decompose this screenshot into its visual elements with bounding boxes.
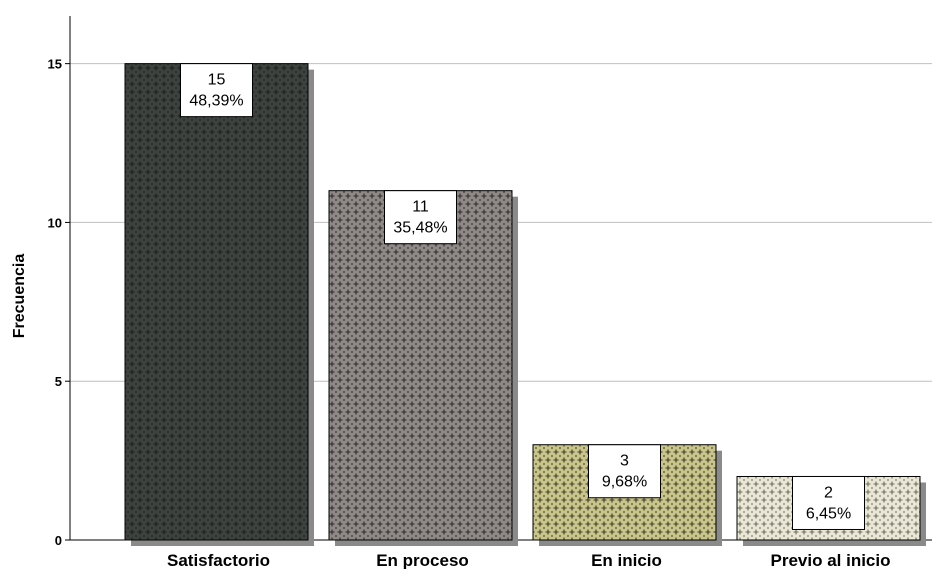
data-label-box xyxy=(384,190,457,245)
data-label-count: 3 xyxy=(620,453,629,470)
bar-satisfactorio xyxy=(124,63,309,541)
bars xyxy=(124,63,926,547)
x-tick-label: En inicio xyxy=(591,551,662,569)
tick-labels: 0 5 10 15 Satisfactorio En proceso En inicio Pr… xyxy=(48,57,891,570)
bar-en-proceso xyxy=(328,190,513,541)
data-label-count: 15 xyxy=(208,72,226,89)
data-label-count: 11 xyxy=(412,199,429,216)
x-tick-label: Satisfactorio xyxy=(167,551,270,569)
data-label-box xyxy=(792,475,865,530)
data-label-percent: 35,48% xyxy=(393,220,447,237)
y-tick-label: 0 xyxy=(55,533,62,548)
data-label-box xyxy=(180,63,253,118)
y-tick-label: 5 xyxy=(55,374,62,389)
x-tick-label: En proceso xyxy=(376,551,469,569)
y-axis-title: Frecuencia xyxy=(11,254,28,339)
data-labels: 15 48,39% 11 35,48% 3 9,68% 2 6,45% xyxy=(180,63,865,530)
y-tick-label: 15 xyxy=(48,57,62,72)
data-label-count: 2 xyxy=(824,484,833,501)
y-tick-label: 10 xyxy=(48,215,62,230)
data-label-box xyxy=(588,444,661,499)
data-label-percent: 6,45% xyxy=(806,505,851,522)
x-tick-label: Previo al inicio xyxy=(771,551,891,569)
data-label-percent: 48,39% xyxy=(189,93,243,110)
data-label-percent: 9,68% xyxy=(602,474,647,491)
